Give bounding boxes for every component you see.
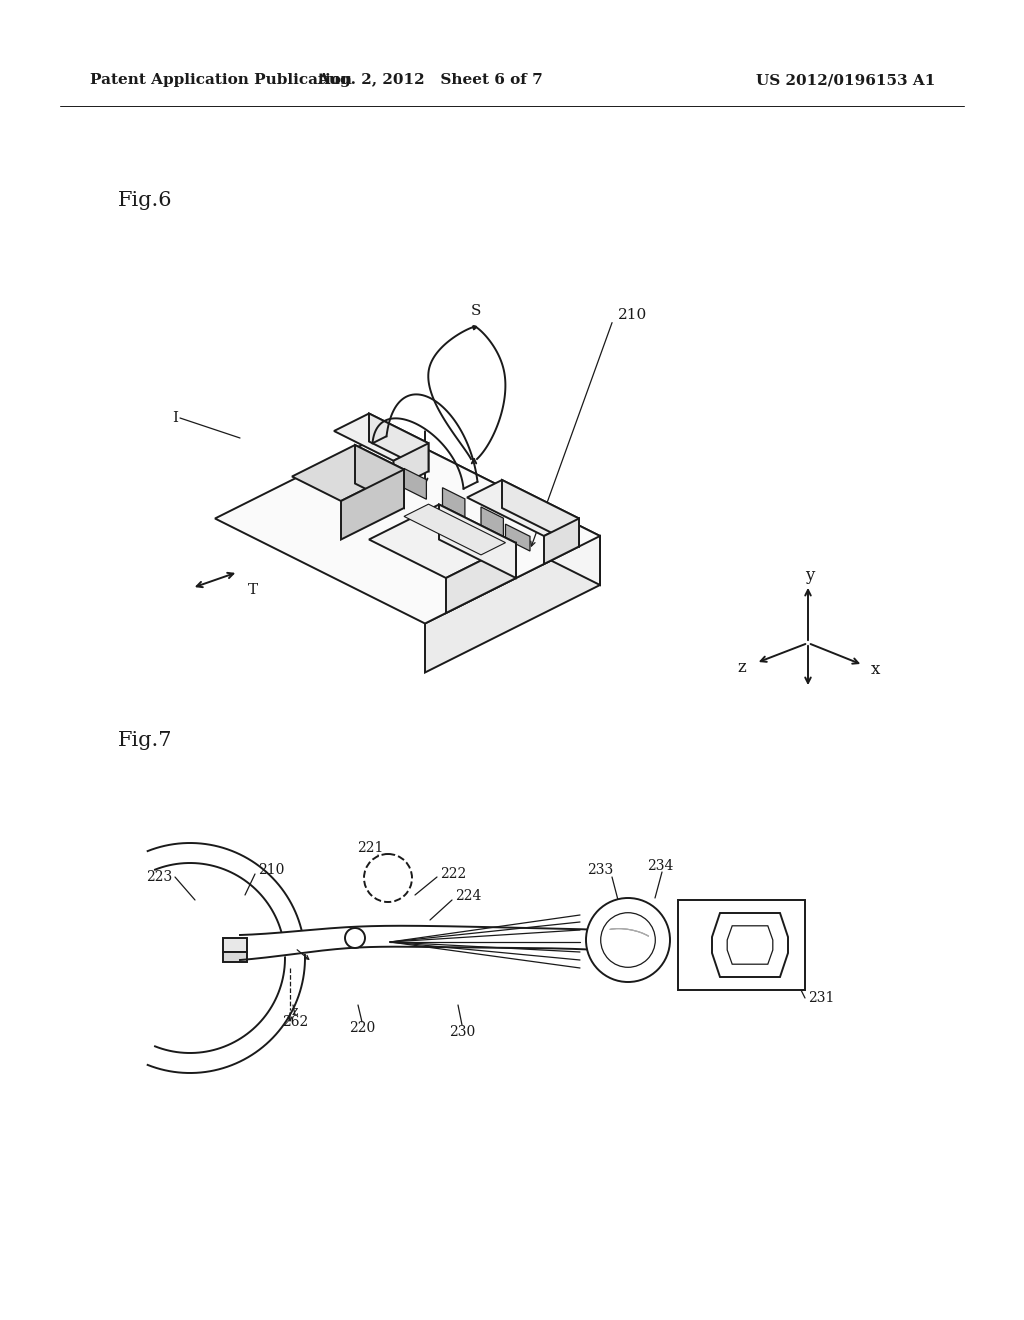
Text: Aug. 2, 2012   Sheet 6 of 7: Aug. 2, 2012 Sheet 6 of 7 [317,73,543,87]
Polygon shape [223,939,247,952]
Text: I: I [172,411,178,425]
Polygon shape [712,913,788,977]
Polygon shape [442,487,465,519]
Polygon shape [355,445,404,508]
Polygon shape [678,900,805,990]
Text: Fig.6: Fig.6 [118,190,172,210]
Polygon shape [404,469,426,499]
Polygon shape [481,507,504,537]
Polygon shape [393,444,428,488]
Text: 230: 230 [449,1026,475,1039]
Text: 262: 262 [282,1015,308,1030]
Text: 224: 224 [455,888,481,903]
Polygon shape [506,524,530,550]
Polygon shape [369,504,516,578]
Polygon shape [341,470,404,540]
Text: 210: 210 [618,308,647,322]
Circle shape [345,928,365,948]
Text: x: x [283,937,290,950]
Text: z: z [737,659,746,676]
Text: 221: 221 [356,841,383,855]
Polygon shape [446,543,516,612]
Text: US 2012/0196153 A1: US 2012/0196153 A1 [756,73,935,87]
Text: y: y [805,566,815,583]
Text: S: S [471,304,481,318]
Polygon shape [292,445,404,502]
Text: 220: 220 [349,1020,375,1035]
Polygon shape [502,480,579,546]
Polygon shape [544,519,579,564]
Text: 223: 223 [145,870,172,884]
Text: x: x [871,660,881,677]
Polygon shape [334,413,428,461]
Polygon shape [215,432,600,623]
Text: 210: 210 [258,863,285,876]
Polygon shape [727,925,773,964]
Polygon shape [369,413,428,471]
Text: 231: 231 [808,991,835,1005]
Polygon shape [223,952,247,962]
Text: 234: 234 [647,859,673,873]
Circle shape [586,898,670,982]
Polygon shape [404,504,506,554]
Text: T: T [248,583,258,597]
Polygon shape [390,432,600,585]
Polygon shape [439,504,516,578]
Text: Patent Application Publication: Patent Application Publication [90,73,352,87]
Circle shape [364,854,412,902]
Polygon shape [467,480,579,536]
Text: z: z [292,1005,299,1018]
Text: 233: 233 [587,863,613,876]
Circle shape [601,912,655,968]
Text: Fig.7: Fig.7 [118,730,172,750]
Polygon shape [425,536,600,672]
Text: 222: 222 [440,867,466,880]
